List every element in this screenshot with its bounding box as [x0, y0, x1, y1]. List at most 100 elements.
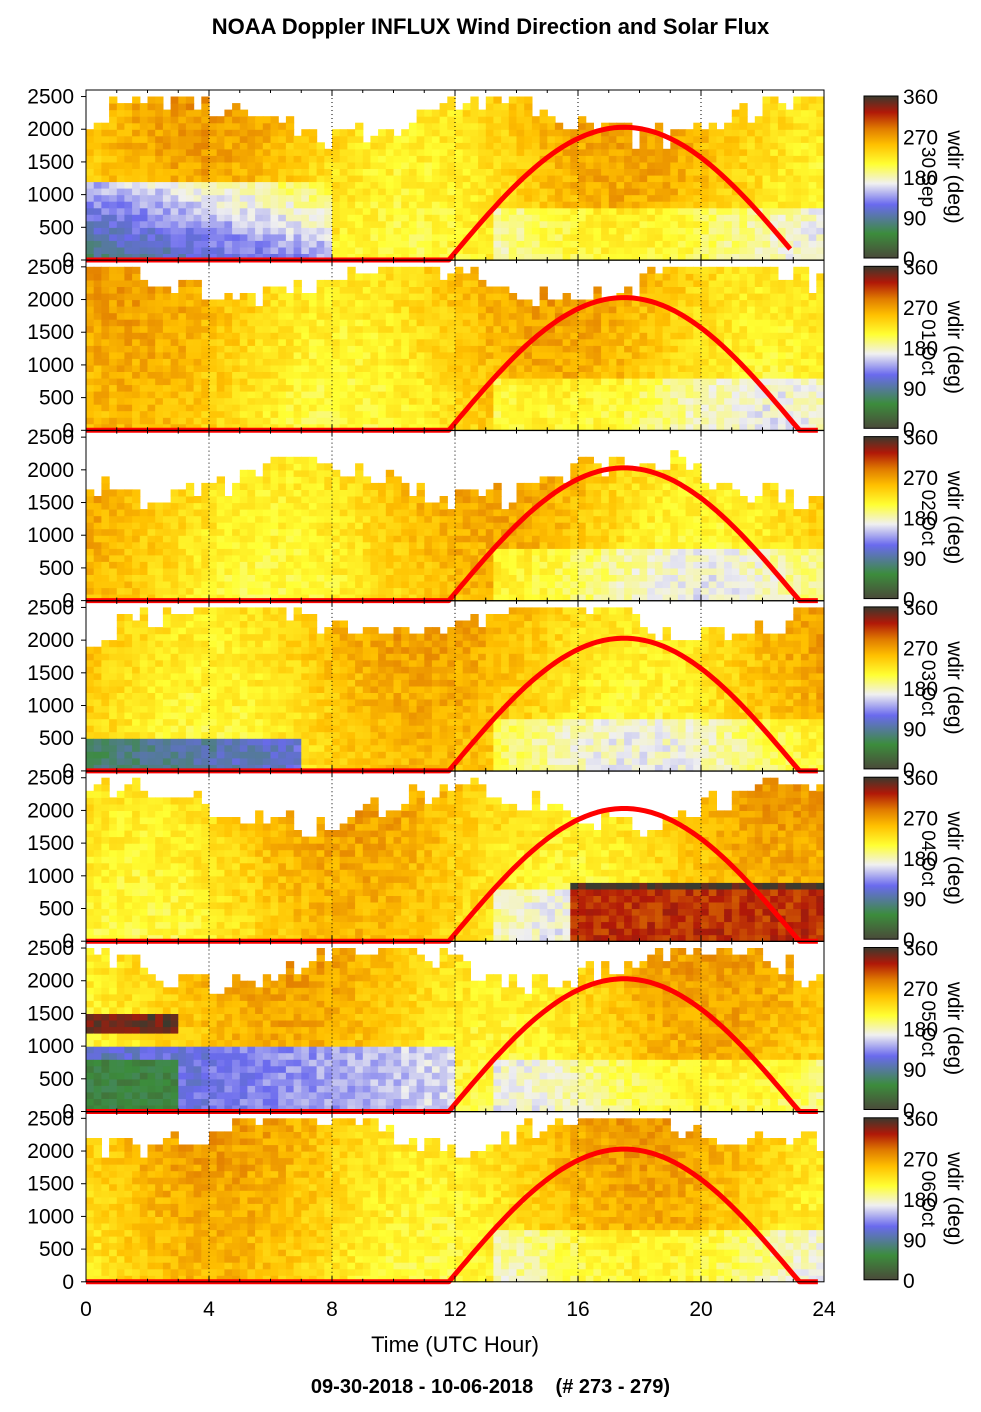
heatmap-cell	[278, 404, 287, 412]
heatmap-cell	[393, 364, 402, 372]
heatmap-cell	[239, 535, 249, 543]
heatmap-cell	[385, 135, 395, 143]
heatmap-cell	[478, 286, 487, 294]
heatmap-cell	[601, 194, 610, 202]
heatmap-cell	[116, 207, 126, 215]
heatmap-cell	[209, 391, 218, 399]
heatmap-cell	[132, 338, 141, 346]
heatmap-cell	[570, 155, 579, 163]
heatmap-cell	[685, 299, 694, 307]
heatmap-cell	[570, 391, 579, 399]
heatmap-cell	[593, 148, 602, 156]
heatmap-cell	[255, 332, 264, 340]
heatmap-cell	[685, 155, 694, 163]
heatmap-cell	[293, 227, 302, 235]
heatmap-cell	[501, 155, 510, 163]
heatmap-cell	[193, 319, 202, 327]
heatmap-cell	[455, 338, 464, 346]
heatmap-cell	[677, 345, 687, 353]
heatmap-cell	[562, 397, 571, 405]
heatmap-cell	[109, 201, 118, 209]
heatmap-cell	[109, 554, 118, 562]
heatmap-cell	[562, 325, 571, 333]
heatmap-cell	[224, 233, 233, 241]
heatmap-cell	[562, 338, 571, 346]
heatmap-cell	[439, 135, 448, 143]
heatmap-cell	[278, 312, 287, 320]
heatmap-cell	[793, 417, 802, 425]
heatmap-cell	[539, 423, 548, 431]
heatmap-cell	[585, 220, 594, 228]
heatmap-cell	[147, 574, 156, 582]
colorbar-tick-label: 360	[903, 256, 938, 279]
heatmap-cell	[216, 207, 225, 215]
heatmap-cell	[731, 293, 741, 301]
heatmap-cell	[647, 273, 656, 281]
heatmap-cell	[393, 142, 402, 150]
heatmap-cell	[393, 423, 402, 431]
heatmap-cell	[255, 522, 264, 530]
heatmap-cell	[170, 240, 179, 248]
heatmap-cell	[193, 338, 202, 346]
heatmap-cell	[378, 266, 387, 274]
heatmap-cell	[285, 541, 295, 549]
heatmap-cell	[185, 319, 195, 327]
heatmap-cell	[339, 371, 348, 379]
heatmap-cell	[393, 338, 402, 346]
heatmap-cell	[800, 378, 810, 386]
heatmap-cell	[86, 194, 95, 202]
heatmap-cell	[216, 227, 225, 235]
heatmap-cell	[324, 306, 333, 314]
heatmap-cell	[731, 332, 741, 340]
heatmap-cell	[93, 581, 102, 589]
heatmap-cell	[139, 594, 149, 602]
heatmap-cell	[301, 168, 310, 176]
heatmap-cell	[201, 122, 210, 130]
heatmap-cell	[285, 587, 295, 595]
heatmap-cell	[478, 319, 487, 327]
heatmap-cell	[247, 325, 256, 333]
heatmap-cell	[716, 240, 725, 248]
heatmap-cell	[132, 541, 141, 549]
heatmap-cell	[355, 371, 364, 379]
heatmap-cell	[293, 299, 302, 307]
heatmap-cell	[362, 227, 372, 235]
heatmap-cell	[531, 391, 541, 399]
heatmap-cell	[754, 168, 764, 176]
heatmap-cell	[431, 207, 441, 215]
heatmap-cell	[608, 397, 618, 405]
heatmap-cell	[332, 240, 341, 248]
heatmap-cell	[762, 253, 771, 261]
heatmap-cell	[647, 410, 656, 418]
heatmap-cell	[777, 142, 787, 150]
heatmap-cell	[339, 188, 348, 196]
heatmap-cell	[93, 502, 102, 510]
heatmap-cell	[701, 345, 710, 353]
heatmap-cell	[816, 253, 825, 261]
heatmap-cell	[216, 515, 225, 523]
heatmap-cell	[455, 404, 464, 412]
heatmap-cell	[116, 404, 126, 412]
heatmap-cell	[155, 417, 164, 425]
heatmap-cell	[255, 554, 264, 562]
heatmap-cell	[185, 594, 195, 602]
heatmap-cell	[147, 233, 156, 241]
heatmap-cell	[255, 319, 264, 327]
heatmap-cell	[324, 384, 333, 392]
heatmap-cell	[201, 188, 210, 196]
heatmap-cell	[416, 181, 425, 189]
heatmap-cell	[739, 378, 748, 386]
heatmap-cell	[701, 214, 710, 222]
heatmap-cell	[493, 345, 502, 353]
heatmap-cell	[724, 233, 733, 241]
heatmap-cell	[408, 371, 418, 379]
heatmap-cell	[785, 220, 794, 228]
heatmap-cell	[639, 233, 648, 241]
heatmap-cell	[378, 325, 387, 333]
heatmap-cell	[508, 293, 518, 301]
heatmap-cell	[531, 148, 541, 156]
heatmap-cell	[516, 116, 525, 124]
heatmap-cell	[285, 410, 295, 418]
heatmap-cell	[247, 541, 256, 549]
heatmap-cell	[424, 364, 433, 372]
